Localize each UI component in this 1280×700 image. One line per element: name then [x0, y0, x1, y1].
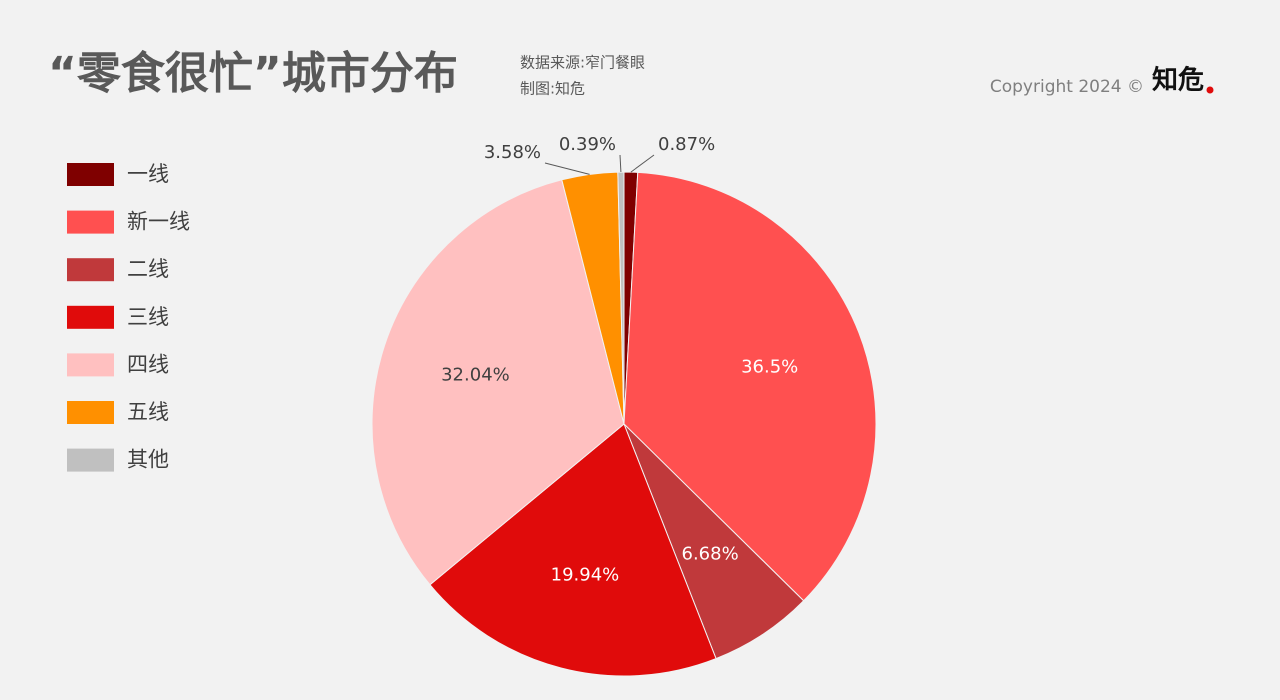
pie-slice: [371, 179, 625, 586]
legend-swatch: [67, 353, 114, 377]
data-label: 0.87%: [658, 134, 715, 155]
legend-swatch: [67, 210, 114, 234]
legend-label: 一线: [127, 162, 169, 186]
data-label: 36.5%: [741, 357, 798, 378]
legend-label: 二线: [127, 257, 169, 281]
credit: 制图:知危: [520, 80, 585, 98]
legend-swatch: [67, 163, 114, 186]
brand-dot: [1206, 86, 1214, 94]
chart-title: “零食很忙”城市分布: [48, 48, 458, 99]
legend-label: 三线: [127, 305, 169, 329]
data-label: 19.94%: [551, 564, 620, 585]
brand: 知危: [1152, 65, 1204, 96]
copyright: Copyright 2024 ©: [990, 77, 1144, 97]
leader-line: [544, 162, 590, 175]
leader-line: [630, 154, 655, 173]
legend-label: 新一线: [127, 210, 190, 234]
legend-label: 其他: [127, 448, 169, 472]
legend-label: 五线: [127, 400, 169, 424]
source: 数据来源:窄门餐眼: [520, 54, 645, 72]
pie-slice: [429, 423, 717, 677]
leader-line: [619, 154, 622, 173]
data-label: 0.39%: [559, 134, 616, 155]
pie-slice: [623, 171, 877, 602]
legend-swatch: [67, 258, 114, 282]
pie-slice: [617, 171, 625, 425]
data-label: 3.58%: [484, 142, 541, 163]
legend-label: 四线: [127, 352, 169, 376]
legend-swatch: [67, 401, 114, 424]
data-label: 32.04%: [441, 365, 510, 386]
legend-swatch: [67, 448, 114, 472]
legend-swatch: [67, 305, 114, 329]
data-label: 6.68%: [682, 543, 739, 564]
